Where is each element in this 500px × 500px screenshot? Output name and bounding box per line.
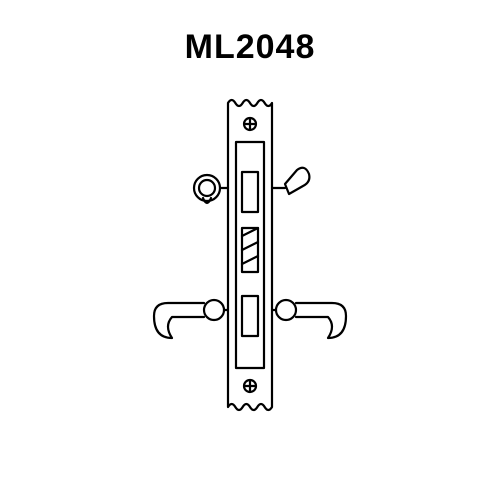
latch-slot xyxy=(242,228,258,272)
screw-top-icon xyxy=(244,118,256,130)
thumb-turn-icon xyxy=(272,168,309,194)
deadbolt-slot xyxy=(242,172,258,212)
cylinder-icon xyxy=(194,175,228,203)
diagram-container: ML2048 xyxy=(0,0,500,500)
mortise-lock-line-drawing xyxy=(0,0,500,500)
lever-handle-left-icon xyxy=(154,300,228,338)
aux-slot xyxy=(242,296,258,336)
faceplate-outline xyxy=(228,100,272,410)
screw-bottom-icon xyxy=(244,380,256,392)
inner-plate xyxy=(236,142,264,368)
lever-handle-right-icon xyxy=(272,300,346,338)
